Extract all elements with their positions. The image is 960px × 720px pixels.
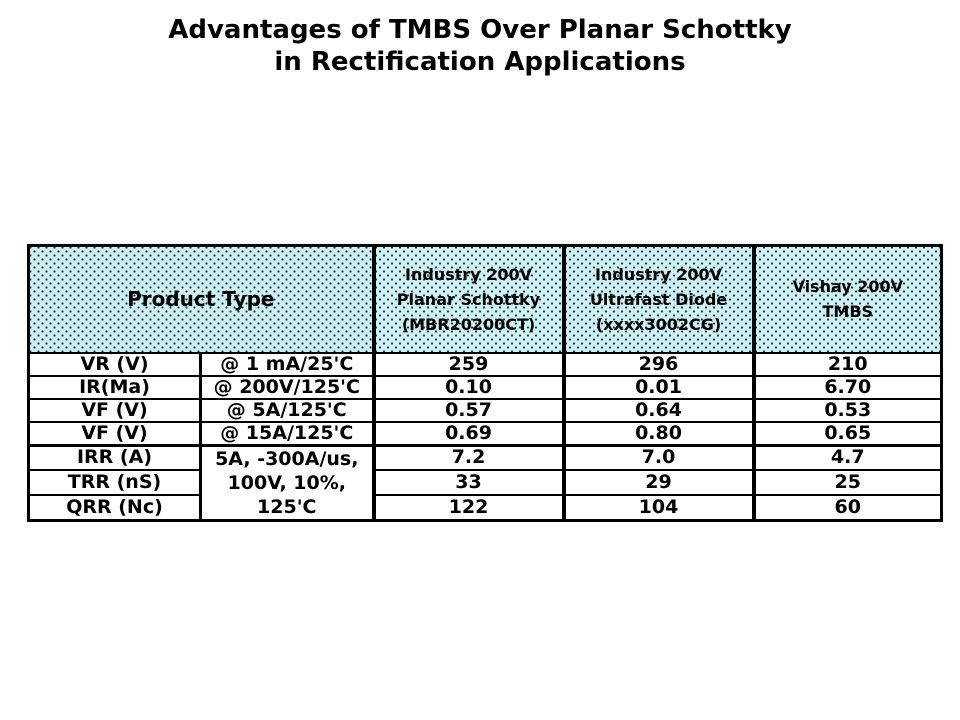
comparison-table: Product Type Industry 200V Planar Schott… [27, 244, 944, 522]
value-cell-ultrafast: 7.0 [561, 443, 755, 472]
value-cell-planar: 122 [371, 493, 565, 522]
header-product-type: Product Type [27, 244, 375, 354]
table-row: VR (V) @ 1 mA/25'C 259 296 210 [27, 351, 943, 377]
value-cell-vishay: 25 [751, 469, 943, 496]
param-cell: IRR (A) [27, 443, 202, 472]
value-cell-ultrafast: 0.01 [561, 374, 755, 400]
param-cell: QRR (Nc) [27, 493, 202, 522]
merged-condition-cell: 5A, -300A/us, 100V, 10%, 125'C [198, 443, 375, 521]
table-row: TRR (nS) 33 29 25 [27, 469, 943, 496]
value-cell-ultrafast: 0.64 [561, 397, 755, 423]
table-row: IR(Ma) @ 200V/125'C 0.10 0.01 6.70 [27, 374, 943, 400]
page-title-line-2: in Rectification Applications [274, 47, 686, 77]
value-cell-vishay: 6.70 [751, 374, 943, 400]
value-cell-vishay: 0.65 [751, 420, 943, 446]
value-cell-planar: 0.57 [371, 397, 565, 423]
param-cell: VF (V) [27, 397, 202, 423]
header-row: Product Type Industry 200V Planar Schott… [27, 244, 943, 354]
table-row: IRR (A) 5A, -300A/us, 100V, 10%, 125'C 7… [27, 443, 943, 521]
page-title: Advantages of TMBS Over Planar Schottky … [0, 14, 960, 78]
value-cell-planar: 0.69 [371, 420, 565, 446]
value-cell-ultrafast: 104 [561, 493, 755, 522]
header-ultrafast-diode: Industry 200V Ultrafast Diode (xxxx3002C… [561, 244, 755, 354]
header-vishay-tmbs: Vishay 200V TMBS [751, 244, 943, 354]
value-cell-vishay: 4.7 [751, 443, 943, 472]
value-cell-ultrafast: 29 [561, 469, 755, 496]
condition-cell: @ 15A/125'C [198, 420, 375, 446]
condition-cell: @ 200V/125'C [198, 374, 375, 400]
value-cell-ultrafast: 0.80 [561, 420, 755, 446]
value-cell-vishay: 0.53 [751, 397, 943, 423]
condition-cell: @ 5A/125'C [198, 397, 375, 423]
value-cell-vishay: 210 [751, 351, 943, 377]
value-cell-planar: 33 [371, 469, 565, 496]
value-cell-planar: 259 [371, 351, 565, 377]
page-title-line-1: Advantages of TMBS Over Planar Schottky [168, 15, 792, 45]
condition-cell: @ 1 mA/25'C [198, 351, 375, 377]
param-cell: IR(Ma) [27, 374, 202, 400]
comparison-table-container: Product Type Industry 200V Planar Schott… [27, 244, 944, 522]
value-cell-planar: 0.10 [371, 374, 565, 400]
table-row: VF (V) @ 15A/125'C 0.69 0.80 0.65 [27, 420, 943, 446]
header-planar-schottky: Industry 200V Planar Schottky (MBR20200C… [371, 244, 565, 354]
table-row: QRR (Nc) 122 104 60 [27, 493, 943, 522]
value-cell-vishay: 60 [751, 493, 943, 522]
value-cell-planar: 7.2 [371, 443, 565, 472]
param-cell: VF (V) [27, 420, 202, 446]
param-cell: TRR (nS) [27, 469, 202, 496]
param-cell: VR (V) [27, 351, 202, 377]
table-row: VF (V) @ 5A/125'C 0.57 0.64 0.53 [27, 397, 943, 423]
value-cell-ultrafast: 296 [561, 351, 755, 377]
